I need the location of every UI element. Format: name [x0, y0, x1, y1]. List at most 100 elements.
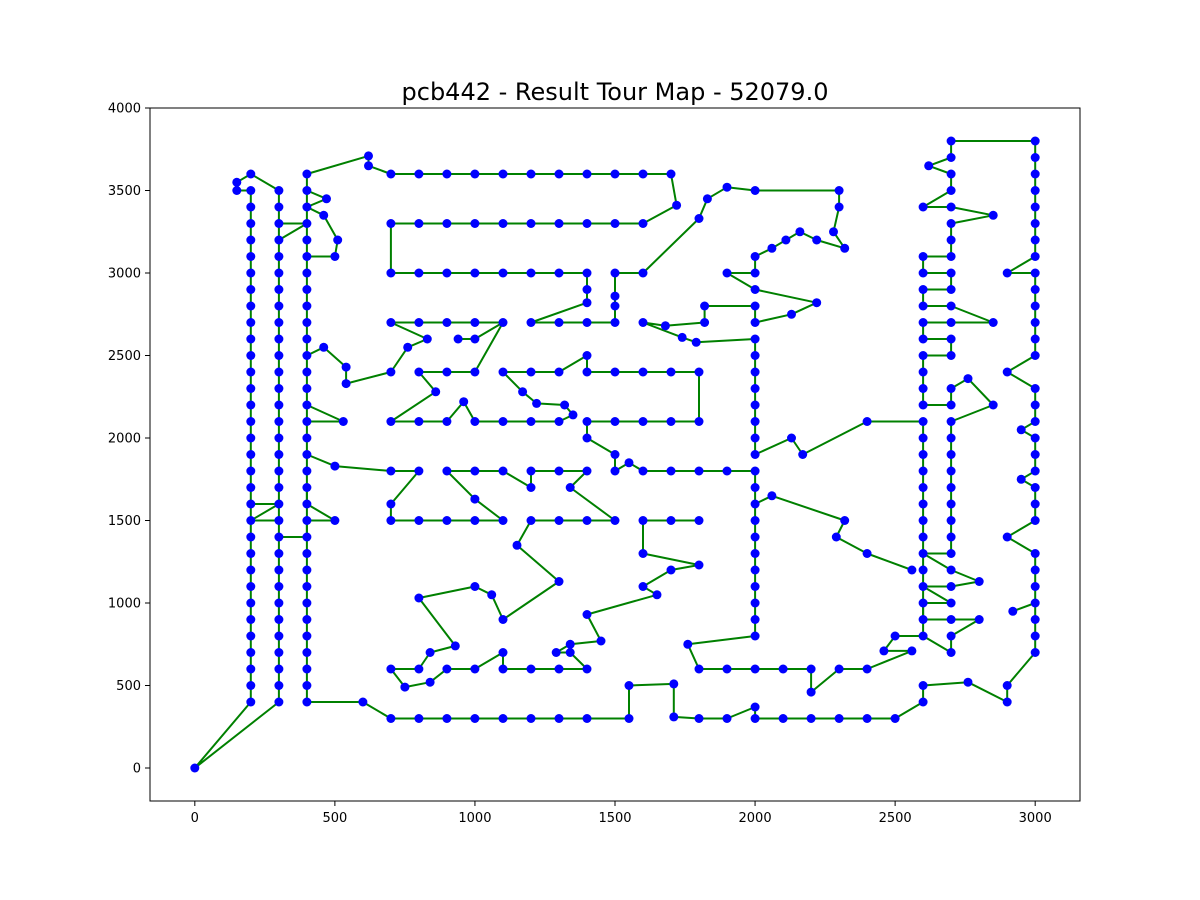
tour-point — [694, 714, 704, 723]
tour-point — [554, 318, 564, 327]
tour-point — [1002, 697, 1012, 707]
tour-point — [246, 565, 256, 575]
tour-point — [442, 268, 452, 278]
tour-point — [526, 417, 536, 426]
tour-point — [672, 200, 682, 210]
tour-point — [787, 433, 796, 443]
tour-point — [750, 466, 760, 476]
tour-segment-7 — [249, 503, 280, 522]
tour-point — [918, 318, 928, 327]
tour-point — [582, 664, 592, 674]
tour-segment-9 — [306, 404, 345, 423]
tour-point — [638, 516, 648, 525]
tour-segment-12 — [278, 222, 308, 241]
tour-point — [246, 450, 256, 459]
tour-point — [386, 417, 396, 426]
tour-point — [946, 219, 956, 228]
tour-point — [691, 337, 701, 347]
tour-point — [694, 516, 704, 525]
tour-point — [274, 417, 284, 426]
tour-point — [274, 186, 284, 195]
tour-point — [946, 450, 956, 459]
tour-point — [442, 714, 452, 723]
tour-point — [232, 186, 242, 195]
tour-point — [551, 648, 561, 657]
tour-point — [274, 318, 284, 327]
tour-point — [660, 321, 670, 331]
tour-point — [1002, 367, 1012, 377]
tour-point — [1030, 153, 1040, 162]
tour-point — [879, 646, 889, 656]
tour-point — [302, 681, 312, 690]
tour-point — [302, 631, 312, 641]
tour-point — [596, 636, 606, 646]
tour-point — [834, 664, 844, 674]
tour-point — [946, 136, 956, 146]
tour-point — [840, 516, 850, 525]
tour-point — [554, 417, 564, 426]
x-tick-label: 2000 — [739, 811, 772, 826]
tour-point — [988, 318, 998, 327]
tour-point — [750, 702, 760, 712]
tour-point — [498, 664, 508, 674]
tour-point — [274, 202, 284, 212]
tour-point — [862, 664, 872, 674]
tour-point — [302, 450, 312, 459]
tour-point — [274, 384, 284, 393]
tour-point — [862, 417, 872, 426]
tour-point — [302, 235, 312, 245]
tour-point — [498, 318, 508, 327]
tour-point — [246, 318, 256, 327]
tour-point — [750, 400, 760, 410]
chart-title: pcb442 - Result Tour Map - 52079.0 — [402, 78, 829, 106]
tour-point — [319, 342, 329, 352]
tour-point — [526, 318, 536, 327]
tour-point — [750, 285, 760, 294]
tour-point — [554, 466, 564, 476]
tour-point — [526, 219, 536, 228]
tour-point — [946, 648, 956, 657]
tour-point — [1002, 268, 1012, 278]
tour-point — [470, 169, 480, 179]
tour-point — [638, 549, 648, 558]
tour-point — [302, 367, 312, 377]
tour-point — [918, 615, 928, 624]
tour-point — [302, 285, 312, 294]
tour-point — [666, 169, 676, 179]
tour-point — [554, 169, 564, 179]
tour-point — [319, 210, 329, 220]
tour-point — [610, 516, 620, 525]
tour-point — [806, 664, 816, 674]
tour-point — [946, 252, 956, 261]
tour-point — [1016, 425, 1026, 435]
tour-point — [812, 235, 822, 245]
tour-point — [946, 532, 956, 542]
tour-point — [582, 433, 592, 443]
tour-point — [750, 384, 760, 393]
tour-point — [918, 516, 928, 525]
tour-point — [694, 417, 704, 426]
tour-point — [414, 417, 424, 426]
tour-point — [498, 367, 508, 377]
tour-point — [624, 458, 634, 468]
tour-point — [946, 516, 956, 525]
tour-point — [400, 682, 410, 692]
tour-point — [246, 417, 256, 426]
tour-point — [302, 598, 312, 608]
tour-point — [246, 681, 256, 690]
tour-point — [812, 298, 822, 308]
tour-point — [1030, 235, 1040, 245]
tour-point — [470, 334, 480, 344]
tour-point — [470, 367, 480, 377]
tour-point — [274, 400, 284, 410]
tour-point — [750, 565, 760, 575]
tour-point — [806, 714, 816, 723]
tour-point — [1030, 252, 1040, 261]
tour-point — [302, 318, 312, 327]
tour-point — [1030, 334, 1040, 344]
tour-point — [1030, 466, 1040, 476]
tour-point — [246, 400, 256, 410]
tour-point — [302, 648, 312, 657]
tour-point — [302, 565, 312, 575]
